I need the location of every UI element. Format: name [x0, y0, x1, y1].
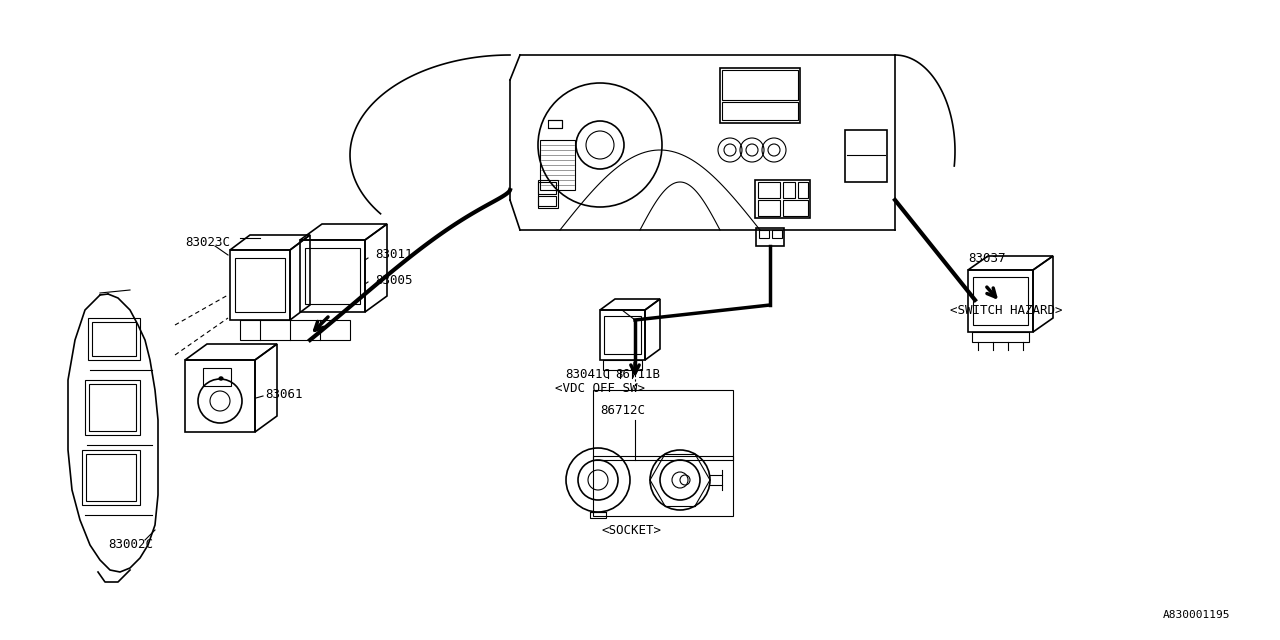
- Text: 83037: 83037: [968, 252, 1006, 264]
- Text: <SWITCH HAZARD>: <SWITCH HAZARD>: [950, 303, 1062, 317]
- Text: 83061: 83061: [265, 388, 302, 401]
- Bar: [604, 316, 641, 354]
- Bar: [722, 70, 797, 100]
- Bar: [755, 180, 810, 218]
- Text: <VDC OFF SW>: <VDC OFF SW>: [556, 381, 645, 394]
- Bar: [722, 102, 797, 120]
- Bar: [84, 380, 140, 435]
- Bar: [593, 390, 733, 460]
- Bar: [204, 368, 230, 386]
- Bar: [88, 318, 140, 360]
- Text: <SOCKET>: <SOCKET>: [602, 524, 662, 536]
- Bar: [230, 250, 291, 320]
- Text: 83002C: 83002C: [108, 538, 154, 552]
- Bar: [92, 322, 136, 356]
- Text: 83005: 83005: [375, 273, 412, 287]
- Text: 86712C: 86712C: [600, 403, 645, 417]
- Bar: [758, 182, 780, 198]
- Bar: [797, 182, 808, 198]
- Text: 86711B: 86711B: [614, 369, 660, 381]
- Bar: [972, 332, 1029, 342]
- Bar: [236, 258, 285, 312]
- Bar: [538, 196, 556, 206]
- Bar: [186, 360, 255, 432]
- Bar: [783, 182, 795, 198]
- Bar: [590, 512, 605, 518]
- Bar: [86, 454, 136, 501]
- Bar: [241, 320, 349, 340]
- Bar: [300, 240, 365, 312]
- Bar: [719, 68, 800, 123]
- Bar: [548, 120, 562, 128]
- Bar: [82, 450, 140, 505]
- Bar: [783, 200, 808, 216]
- Bar: [845, 130, 887, 182]
- Bar: [973, 277, 1028, 325]
- Bar: [600, 310, 645, 360]
- Bar: [305, 248, 360, 304]
- Text: 83023C: 83023C: [186, 237, 230, 250]
- Bar: [540, 140, 575, 190]
- Bar: [968, 270, 1033, 332]
- Bar: [758, 200, 780, 216]
- Bar: [772, 230, 782, 238]
- Bar: [756, 228, 783, 246]
- Text: A830001195: A830001195: [1162, 610, 1230, 620]
- Bar: [90, 384, 136, 431]
- Text: 83011: 83011: [375, 248, 412, 262]
- Bar: [593, 456, 733, 516]
- Bar: [603, 360, 643, 370]
- Bar: [538, 180, 558, 208]
- Bar: [759, 230, 769, 238]
- Bar: [538, 182, 556, 194]
- Text: 83041C: 83041C: [564, 367, 611, 381]
